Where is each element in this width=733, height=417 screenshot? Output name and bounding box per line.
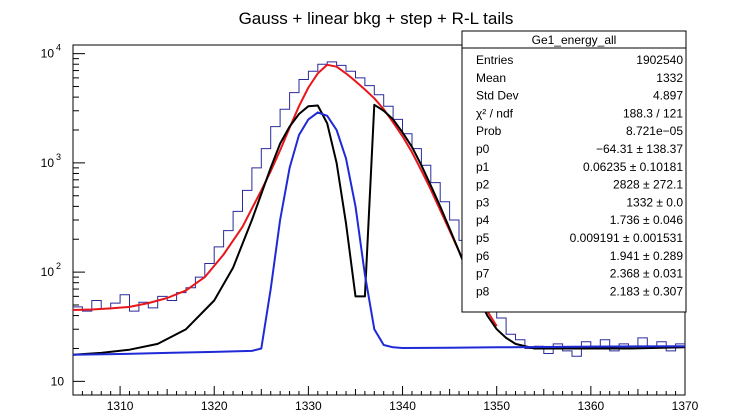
- stats-value: 0.009191 ± 0.001531: [570, 231, 684, 245]
- stats-label: p3: [476, 195, 490, 209]
- x-tick-label: 1320: [201, 399, 228, 413]
- stats-label: p6: [476, 249, 490, 263]
- y-tick-label: 10: [41, 156, 55, 170]
- stats-box: Ge1_energy_all Entries 1902540 Mean 1332 Std…: [461, 30, 687, 313]
- stats-box-title: Ge1_energy_all: [532, 33, 617, 47]
- stats-label: p7: [476, 267, 490, 281]
- chart-title: Gauss + linear bkg + step + R-L tails: [239, 9, 514, 28]
- stats-label: Entries: [476, 53, 513, 67]
- stats-label: Prob: [476, 124, 502, 138]
- x-tick-label: 1370: [672, 399, 699, 413]
- x-tick-label: 1360: [577, 399, 604, 413]
- stats-value: 2.183 ± 0.307: [610, 284, 684, 298]
- tails-component-curve: [72, 103, 686, 356]
- stats-label: χ² / ndf: [476, 106, 514, 120]
- x-axis: 1310 1320 1330 1340 1350 1360 1370: [72, 386, 699, 413]
- y-tick-label: 10: [51, 374, 65, 388]
- stats-label: p0: [476, 142, 490, 156]
- stats-label: p4: [476, 213, 490, 227]
- x-tick-label: 1350: [483, 399, 510, 413]
- stats-value: 1332: [656, 71, 683, 85]
- x-tick-label: 1340: [389, 399, 416, 413]
- gauss-background-curve: [72, 111, 686, 356]
- stats-value: −64.31 ± 138.37: [596, 142, 683, 156]
- stats-value: 1902540: [636, 53, 683, 67]
- plot-curves: [72, 61, 686, 357]
- stats-value: 8.721e−05: [626, 124, 683, 138]
- stats-label: Mean: [476, 71, 506, 85]
- stats-value: 1.941 ± 0.289: [610, 249, 684, 263]
- x-tick-label: 1310: [107, 399, 134, 413]
- stats-label: p8: [476, 284, 490, 298]
- stats-value: 1.736 ± 0.046: [610, 213, 684, 227]
- stats-label: p2: [476, 178, 490, 192]
- y-tick-label: 10: [41, 47, 55, 61]
- stats-value: 2.368 ± 0.031: [610, 267, 684, 281]
- y-tick-label: 10: [41, 265, 55, 279]
- y-tick-exponent: 2: [56, 261, 61, 271]
- stats-label: p5: [476, 231, 490, 245]
- stats-value: 4.897: [653, 89, 683, 103]
- stats-value: 2828 ± 272.1: [613, 178, 683, 192]
- x-tick-label: 1330: [295, 399, 322, 413]
- stats-value: 0.06235 ± 0.10181: [583, 160, 683, 174]
- y-tick-exponent: 4: [56, 43, 61, 53]
- total-fit-curve: [72, 63, 498, 327]
- y-tick-exponent: 3: [56, 152, 61, 162]
- stats-box-frame: [461, 30, 687, 313]
- stats-value: 1332 ± 0.0: [626, 195, 683, 209]
- stats-label: Std Dev: [476, 89, 519, 103]
- stats-label: p1: [476, 160, 490, 174]
- stats-rows: Entries 1902540 Mean 1332 Std Dev 4.897 χ² / n…: [476, 53, 683, 298]
- stats-value: 188.3 / 121: [623, 106, 683, 120]
